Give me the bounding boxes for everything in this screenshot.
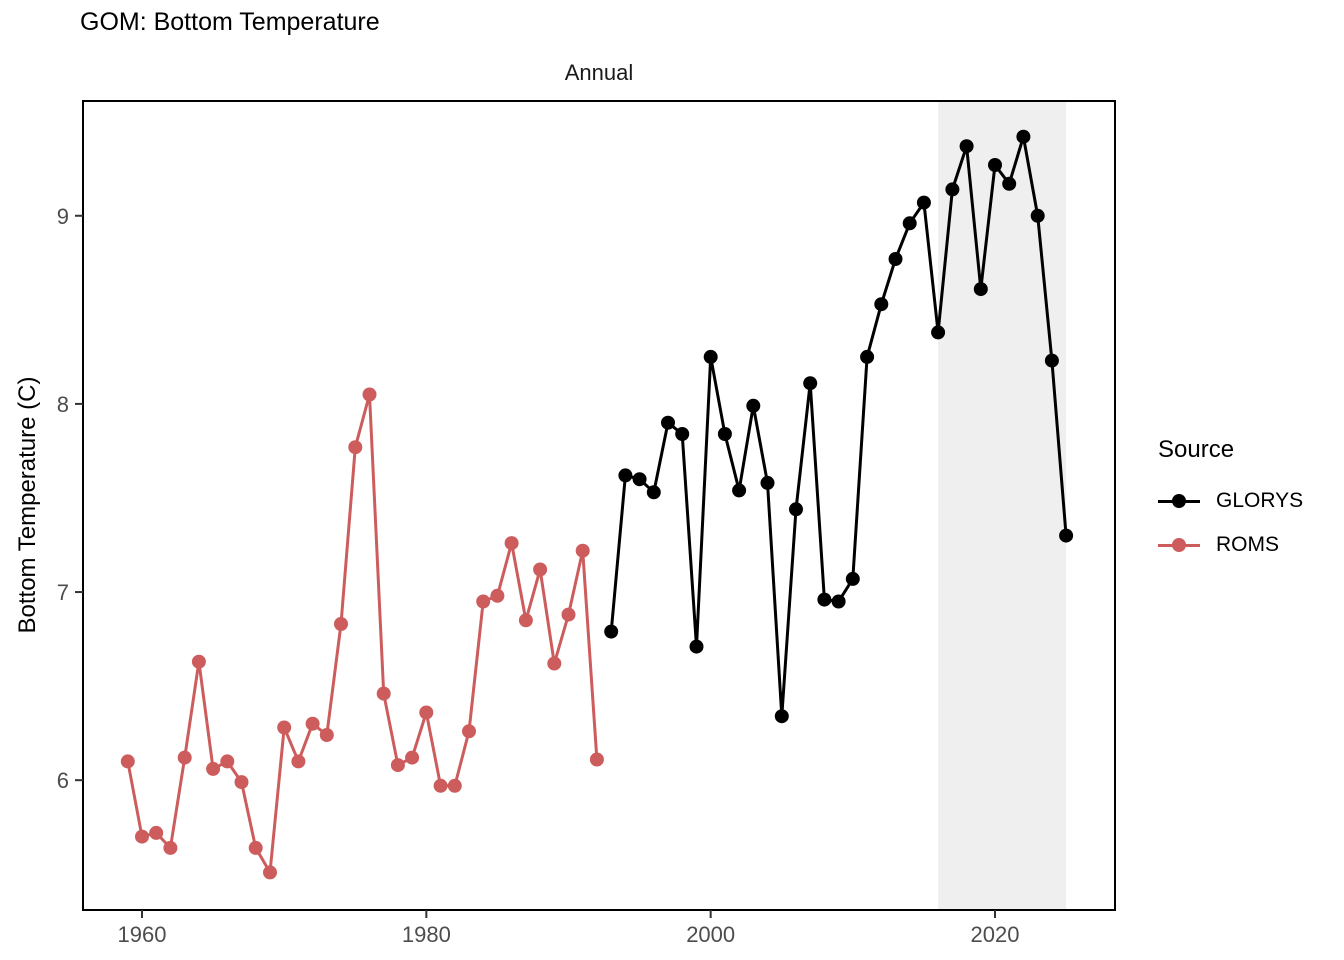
data-point-glorys <box>746 398 761 413</box>
legend: Source GLORYS ROMS <box>1158 436 1303 574</box>
data-point-glorys <box>1059 528 1074 543</box>
legend-label-roms: ROMS <box>1216 533 1279 556</box>
data-point-roms <box>220 754 235 769</box>
data-point-glorys <box>902 216 917 231</box>
x-tick-label: 2020 <box>971 922 1020 947</box>
data-point-roms <box>589 752 604 767</box>
data-point-roms <box>248 840 263 855</box>
data-point-roms <box>149 825 164 840</box>
data-point-glorys <box>1044 353 1059 368</box>
legend-entry-glorys: GLORYS <box>1158 486 1303 516</box>
data-point-roms <box>135 829 149 844</box>
data-point-glorys <box>618 468 633 483</box>
legend-title: Source <box>1158 436 1235 463</box>
data-point-roms <box>348 440 363 455</box>
data-point-roms <box>575 543 590 558</box>
data-point-glorys <box>675 427 690 441</box>
data-point-glorys <box>860 349 875 364</box>
data-point-glorys <box>732 483 747 498</box>
y-tick-label: 8 <box>57 392 69 417</box>
facet-label-annual: Annual <box>564 60 634 85</box>
data-point-glorys <box>1002 176 1017 191</box>
data-point-roms <box>405 750 420 765</box>
legend-entry-roms: ROMS <box>1158 530 1303 560</box>
figure-title: GOM: Bottom Temperature <box>80 8 380 36</box>
data-point-glorys <box>632 472 647 487</box>
data-point-glorys <box>973 282 988 297</box>
data-point-roms <box>533 562 548 577</box>
data-point-roms <box>263 865 277 880</box>
data-point-roms <box>177 750 192 765</box>
roms-line-dot-icon <box>1158 535 1200 555</box>
data-point-roms <box>447 778 462 793</box>
x-tick-label: 1960 <box>118 922 167 947</box>
y-tick-label: 6 <box>57 768 69 793</box>
data-point-roms <box>490 588 505 603</box>
x-tick-label: 1980 <box>402 922 451 947</box>
glorys-line-dot-icon <box>1158 491 1200 511</box>
legend-label-glorys: GLORYS <box>1216 489 1304 512</box>
data-point-roms <box>376 686 391 701</box>
data-point-roms <box>518 613 533 628</box>
data-point-glorys <box>959 139 974 154</box>
data-point-roms <box>504 536 519 551</box>
legend-key-dot <box>1172 494 1186 508</box>
y-tick-label: 9 <box>57 204 69 229</box>
y-tick-label: 7 <box>57 580 69 605</box>
data-point-glorys <box>931 325 946 340</box>
data-point-roms <box>362 387 377 402</box>
data-point-glorys <box>604 624 619 639</box>
data-point-roms <box>206 761 221 776</box>
data-point-roms <box>476 594 491 609</box>
data-point-roms <box>561 607 576 622</box>
data-point-roms <box>390 758 405 773</box>
data-point-roms <box>319 728 334 742</box>
data-point-glorys <box>945 182 960 197</box>
data-point-glorys <box>803 376 818 391</box>
data-point-glorys <box>789 502 803 517</box>
data-point-glorys <box>703 349 718 364</box>
series-line-roms <box>126 393 599 874</box>
data-point-roms <box>433 778 448 793</box>
data-point-glorys <box>874 297 889 312</box>
data-point-glorys <box>1030 208 1045 223</box>
data-point-glorys <box>646 485 661 500</box>
data-point-glorys <box>1016 129 1031 144</box>
data-point-roms <box>334 617 348 631</box>
data-point-glorys <box>831 594 846 609</box>
data-point-glorys <box>845 571 860 586</box>
data-point-roms <box>277 720 292 735</box>
data-point-glorys <box>774 709 789 724</box>
data-point-glorys <box>916 195 931 210</box>
panel-border <box>82 100 1116 911</box>
data-point-roms <box>234 775 249 790</box>
data-point-glorys <box>760 475 775 490</box>
data-point-glorys <box>988 158 1002 172</box>
data-point-glorys <box>888 252 903 266</box>
legend-key-dot <box>1172 538 1186 552</box>
data-point-roms <box>547 656 562 671</box>
data-point-glorys <box>817 592 832 607</box>
data-point-roms <box>191 654 206 669</box>
data-point-roms <box>305 716 320 731</box>
data-point-roms <box>120 754 135 769</box>
data-point-roms <box>291 754 306 769</box>
data-point-glorys <box>717 427 732 441</box>
data-point-glorys <box>661 415 675 430</box>
data-point-glorys <box>689 639 704 654</box>
x-tick-label: 2000 <box>686 922 735 947</box>
data-point-roms <box>419 705 434 720</box>
highlight-band <box>938 101 1067 910</box>
data-point-roms <box>462 724 476 739</box>
data-point-roms <box>163 840 178 855</box>
